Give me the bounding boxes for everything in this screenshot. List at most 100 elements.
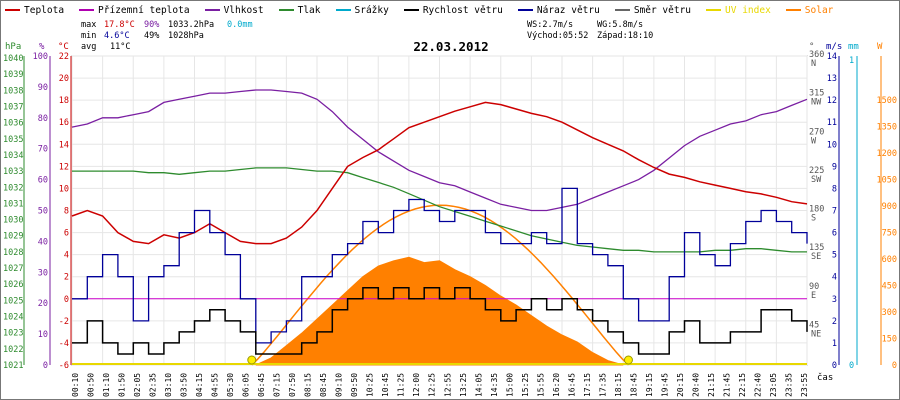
pct-tick-label: 90 bbox=[38, 83, 48, 93]
ms-tick-label: 7 bbox=[832, 207, 837, 217]
stats-rain: 0.0mm bbox=[227, 20, 253, 30]
dir-tick-degree: 90 bbox=[809, 282, 819, 292]
axis-title-time: čas bbox=[817, 372, 833, 383]
dir-tick-degree: 225 bbox=[809, 166, 824, 176]
stats-min-press: 1028hPa bbox=[168, 31, 204, 41]
ms-tick-label: 5 bbox=[832, 251, 837, 261]
stats-sunrise: Východ:05:52 bbox=[527, 31, 588, 41]
hpa-tick-label: 1035 bbox=[3, 135, 23, 145]
stats-max-press: 1033.2hPa bbox=[168, 20, 214, 30]
w-tick-label: 1050 bbox=[877, 176, 897, 186]
legend-item-srazky: Srážky bbox=[335, 3, 389, 17]
pct-tick-label: 10 bbox=[38, 330, 48, 340]
stats-sunset: Západ:18:10 bbox=[597, 31, 653, 41]
hpa-tick-label: 1024 bbox=[3, 313, 23, 323]
stats-avg-temp: 11°C bbox=[110, 42, 130, 52]
w-tick-label: 1200 bbox=[877, 149, 897, 159]
temp-tick-label: 20 bbox=[59, 74, 69, 84]
time-tick-label: 15:00 bbox=[505, 373, 514, 397]
temp-tick-label: -6 bbox=[59, 361, 69, 371]
stats-max-temp: 17.8°C bbox=[104, 20, 135, 30]
pct-tick-label: 20 bbox=[38, 299, 48, 309]
dir-tick-degree: 180 bbox=[809, 205, 824, 215]
ms-tick-label: 13 bbox=[827, 74, 837, 84]
legend-item-teplota: Teplota bbox=[5, 3, 64, 17]
axis-title-temp: °C bbox=[58, 42, 69, 52]
time-tick-label: 23:05 bbox=[769, 373, 778, 397]
ms-tick-label: 0 bbox=[832, 361, 837, 371]
ms-tick-label: 1 bbox=[832, 339, 837, 349]
time-tick-label: 00:50 bbox=[87, 373, 96, 397]
stats-min-temp: 4.6°C bbox=[104, 31, 130, 41]
time-tick-label: 13:25 bbox=[459, 373, 468, 397]
time-tick-label: 23:35 bbox=[784, 373, 793, 397]
legend-item-tlak: Tlak bbox=[278, 3, 321, 17]
legend-label: Teplota bbox=[24, 4, 65, 16]
ms-tick-label: 6 bbox=[832, 229, 837, 239]
hpa-tick-label: 1033 bbox=[3, 167, 23, 177]
w-tick-label: 750 bbox=[882, 229, 897, 239]
ms-tick-label: 3 bbox=[832, 295, 837, 305]
hpa-tick-label: 1021 bbox=[3, 361, 23, 371]
w-tick-label: 600 bbox=[882, 255, 897, 265]
left-axes: 1040103910381037103610351034103310321031… bbox=[3, 52, 72, 371]
legend-item-uv-index: UV index bbox=[706, 3, 771, 17]
legend-swatch bbox=[517, 9, 533, 11]
stats-ws: WS:2.7m/s bbox=[527, 20, 573, 30]
legend-swatch bbox=[403, 9, 419, 11]
dir-tick-degree: 45 bbox=[809, 320, 819, 330]
pct-tick-label: 100 bbox=[33, 52, 48, 62]
legend-item-prizemni-teplota: Přízemní teplota bbox=[79, 3, 190, 17]
temp-tick-label: 0 bbox=[64, 295, 69, 305]
wind-gust-line bbox=[72, 187, 808, 344]
hpa-tick-label: 1022 bbox=[3, 345, 23, 355]
time-tick-label: 04:55 bbox=[211, 373, 220, 397]
stats-wg: WG:5.8m/s bbox=[597, 20, 643, 30]
time-tick-label: 17:15 bbox=[583, 373, 592, 397]
temp-tick-label: 10 bbox=[59, 184, 69, 194]
hpa-tick-label: 1036 bbox=[3, 119, 23, 129]
chart-title: 22.03.2012 bbox=[413, 39, 488, 54]
series-layer bbox=[71, 89, 808, 366]
time-tick-label: 22:40 bbox=[753, 373, 762, 397]
dir-tick-degree: 135 bbox=[809, 243, 824, 253]
time-tick-label: 07:50 bbox=[288, 373, 297, 397]
time-tick-label: 03:10 bbox=[164, 373, 173, 397]
legend-label: Rychlost větru bbox=[422, 4, 503, 16]
dir-tick-label: SW bbox=[811, 175, 822, 185]
hpa-tick-label: 1028 bbox=[3, 248, 23, 258]
stats-avg-label: avg bbox=[81, 42, 96, 52]
legend-item-vlhkost: Vlhkost bbox=[204, 3, 264, 17]
hpa-tick-label: 1039 bbox=[3, 70, 23, 80]
dir-tick-degree: 360 bbox=[809, 50, 824, 60]
hpa-tick-label: 1032 bbox=[3, 183, 23, 193]
legend-label: Srážky bbox=[354, 4, 389, 16]
hpa-tick-label: 1030 bbox=[3, 216, 23, 226]
time-tick-label: 12:00 bbox=[412, 373, 421, 397]
pct-tick-label: 0 bbox=[43, 361, 48, 371]
temp-tick-label: 14 bbox=[59, 140, 69, 150]
hpa-tick-label: 1027 bbox=[3, 264, 23, 274]
legend-label: Vlhkost bbox=[223, 4, 264, 16]
chart-legend: Teplota Přízemní teplota Vlhkost Tlak Sr… bbox=[5, 3, 895, 17]
time-tick-label: 11:25 bbox=[397, 373, 406, 397]
ms-tick-label: 8 bbox=[832, 184, 837, 194]
legend-item-solar: Solar bbox=[785, 3, 833, 17]
ms-tick-label: 12 bbox=[827, 96, 837, 106]
legend-swatch bbox=[5, 9, 20, 11]
mm-tick-label: 0 bbox=[849, 361, 854, 371]
ms-tick-label: 9 bbox=[832, 162, 837, 172]
legend-swatch bbox=[79, 9, 95, 11]
w-tick-label: 1350 bbox=[877, 123, 897, 133]
time-tick-label: 15:55 bbox=[536, 373, 545, 397]
hpa-tick-label: 1025 bbox=[3, 296, 23, 306]
dir-tick-label: SE bbox=[811, 252, 821, 262]
hpa-tick-label: 1037 bbox=[3, 102, 23, 112]
time-tick-label: 16:20 bbox=[552, 373, 561, 397]
pct-tick-label: 80 bbox=[38, 114, 48, 124]
right-axes: 360N315NW270W225SW180S135SE90E45NE141312… bbox=[809, 50, 897, 371]
time-tick-label: 07:15 bbox=[273, 373, 282, 397]
time-tick-label: 10:45 bbox=[381, 373, 390, 397]
legend-label: Směr větru bbox=[633, 4, 692, 16]
